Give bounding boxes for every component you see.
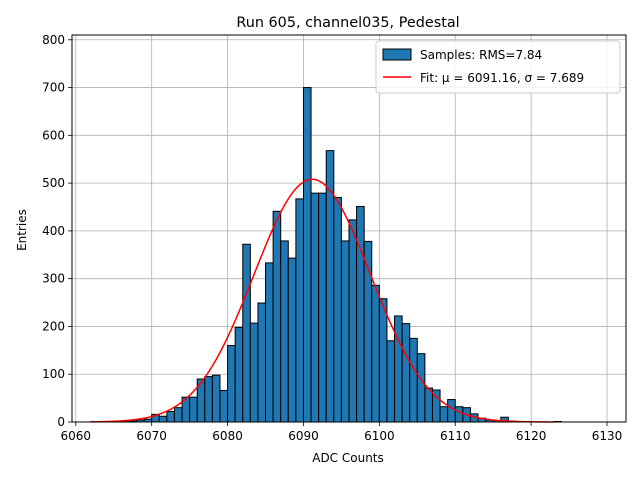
histogram-bar [272, 210, 282, 423]
x-tick-label: 6120 [516, 429, 547, 443]
x-tick-label: 6130 [592, 429, 623, 443]
x-tick-label: 6110 [440, 429, 471, 443]
histogram-bar [348, 219, 358, 423]
histogram-bar [211, 374, 221, 423]
histogram-bar [166, 410, 175, 423]
y-tick-label: 800 [42, 33, 65, 47]
x-tick-label: 6080 [212, 429, 243, 443]
histogram-bar [249, 322, 259, 423]
fit-curve [90, 178, 554, 423]
y-axis-label: Entries [15, 209, 29, 251]
axes-frame [71, 34, 627, 423]
legend-swatch-samples [382, 48, 412, 61]
histogram-bar [333, 196, 342, 423]
histogram-bar [394, 315, 403, 423]
legend-label-samples: Samples: RMS=7.84 [420, 48, 542, 62]
histogram-bar [378, 298, 388, 423]
y-tick-label: 700 [42, 81, 65, 95]
histogram-bar [158, 415, 168, 423]
chart-title: Run 605, channel035, Pedestal [236, 15, 459, 31]
histogram-bar [310, 192, 320, 423]
histogram-bar [265, 262, 274, 423]
histogram-bar [318, 192, 327, 423]
histogram-bar [454, 406, 464, 423]
y-tick-label: 100 [42, 367, 65, 381]
histogram-bar [204, 376, 213, 423]
plot-area: 6060 6070 6080 6090 6100 6110 6120 6130 0 100 200 3… [42, 33, 627, 443]
legend-label-fit: Fit: μ = 6091.16, σ = 7.689 [420, 71, 584, 85]
legend: Samples: RMS=7.84 Fit: μ = 6091.16, σ = 7… [375, 40, 621, 94]
histogram-bar [219, 389, 229, 423]
x-axis-label: ADC Counts [312, 451, 384, 465]
histogram-bar [287, 257, 297, 423]
histogram-bar [356, 206, 365, 423]
x-tick-label: 6060 [61, 429, 92, 443]
y-tick-label: 0 [57, 415, 65, 429]
histogram-bar [416, 353, 426, 423]
histogram-bar [371, 284, 380, 423]
histogram-bar [340, 240, 350, 423]
y-tick-label: 500 [42, 176, 65, 190]
histogram-bar [227, 345, 236, 423]
histogram-bar [424, 387, 433, 423]
y-tick-label: 200 [42, 319, 65, 333]
histogram-bar [280, 240, 289, 423]
histogram-bar [409, 337, 418, 423]
y-tick-label: 600 [42, 128, 65, 142]
histogram-bar [447, 399, 456, 423]
histogram-bar [242, 243, 251, 423]
histogram-bar [189, 396, 198, 423]
legend-box [375, 40, 621, 94]
histogram-bar [439, 406, 449, 423]
histogram-bar [401, 323, 411, 423]
histogram-bar [257, 302, 267, 423]
x-tick-label: 6070 [136, 429, 167, 443]
y-tick-label: 400 [42, 224, 65, 238]
histogram-bar [302, 87, 312, 423]
x-tick-label: 6090 [288, 429, 319, 443]
histogram-bar [173, 407, 183, 423]
histogram-bar [234, 326, 244, 423]
histogram-bar [295, 198, 304, 423]
x-tick-label: 6100 [364, 429, 395, 443]
histogram-bar [386, 340, 396, 423]
y-tick-label: 300 [42, 272, 65, 286]
